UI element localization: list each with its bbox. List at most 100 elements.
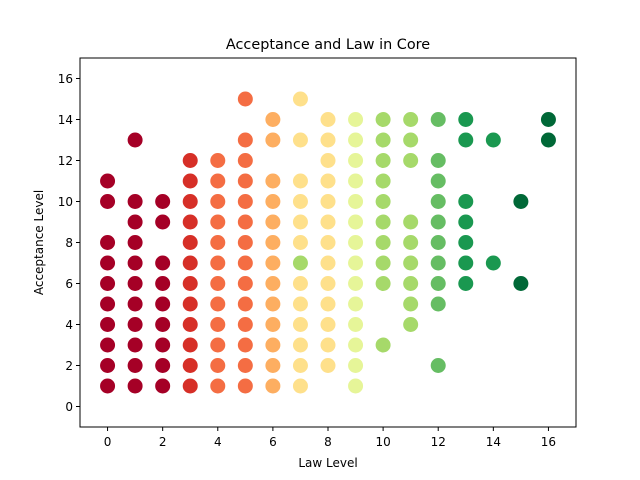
data-point — [430, 153, 446, 168]
data-point — [210, 173, 226, 189]
data-point — [100, 276, 116, 291]
data-point — [403, 112, 419, 127]
data-point — [403, 276, 419, 291]
data-point — [182, 378, 198, 394]
data-point — [100, 296, 116, 312]
y-tick-label: 0 — [65, 400, 73, 414]
data-point — [210, 153, 226, 168]
data-point — [155, 276, 171, 291]
data-point — [210, 276, 226, 291]
data-point — [320, 296, 336, 312]
data-point — [237, 255, 253, 271]
data-point — [292, 317, 308, 332]
data-point — [210, 317, 226, 332]
data-point — [375, 132, 391, 148]
x-axis-label: Law Level — [298, 456, 357, 470]
data-point — [430, 214, 446, 230]
data-point — [210, 337, 226, 353]
data-point — [458, 194, 474, 209]
data-point — [127, 337, 143, 353]
data-point — [265, 235, 281, 250]
data-point — [320, 112, 336, 127]
data-point — [265, 296, 281, 312]
data-point — [127, 235, 143, 250]
data-point — [155, 296, 171, 312]
data-point — [265, 337, 281, 353]
data-point — [348, 112, 364, 127]
data-point — [237, 153, 253, 168]
data-point — [348, 337, 364, 353]
y-tick-label: 8 — [65, 236, 73, 250]
data-point — [210, 214, 226, 230]
data-point — [348, 276, 364, 291]
data-point — [265, 214, 281, 230]
x-tick-label: 4 — [214, 435, 222, 449]
data-point — [403, 235, 419, 250]
data-point — [265, 255, 281, 271]
y-tick-label: 12 — [58, 154, 73, 168]
data-point — [265, 112, 281, 127]
data-point — [292, 276, 308, 291]
data-point — [182, 194, 198, 209]
data-point — [375, 337, 391, 353]
data-point — [155, 194, 171, 209]
data-point — [182, 276, 198, 291]
y-tick-label: 2 — [65, 359, 73, 373]
data-point — [155, 358, 171, 373]
data-point — [348, 296, 364, 312]
data-point — [182, 255, 198, 271]
y-axis: 0 2 4 6 8 10 12 14 16 — [58, 72, 80, 414]
data-point — [265, 378, 281, 394]
data-point — [403, 317, 419, 332]
y-tick-label: 6 — [65, 277, 73, 291]
data-point — [403, 132, 419, 148]
chart-title: Acceptance and Law in Core — [226, 37, 430, 53]
data-point — [237, 358, 253, 373]
data-point — [458, 112, 474, 127]
data-point — [375, 153, 391, 168]
data-point — [127, 358, 143, 373]
data-point — [348, 255, 364, 271]
data-point — [265, 317, 281, 332]
data-point — [430, 296, 446, 312]
data-point — [292, 194, 308, 209]
data-point — [292, 173, 308, 189]
data-point — [320, 194, 336, 209]
data-point — [100, 173, 116, 189]
data-point — [182, 235, 198, 250]
data-point — [127, 194, 143, 209]
data-point — [375, 235, 391, 250]
data-point — [320, 358, 336, 373]
data-point — [265, 276, 281, 291]
data-point — [265, 358, 281, 373]
data-point — [100, 358, 116, 373]
data-point — [210, 358, 226, 373]
x-axis: 0 2 4 6 8 10 12 14 16 — [104, 427, 556, 449]
data-point — [237, 214, 253, 230]
data-point — [458, 255, 474, 271]
data-point — [237, 132, 253, 148]
data-point — [127, 255, 143, 271]
data-point — [237, 378, 253, 394]
data-point — [182, 214, 198, 230]
data-point — [127, 214, 143, 230]
data-point — [292, 214, 308, 230]
data-point — [210, 378, 226, 394]
points-layer — [100, 91, 556, 394]
data-point — [513, 194, 529, 209]
data-point — [100, 337, 116, 353]
data-point — [485, 132, 501, 148]
data-point — [265, 173, 281, 189]
data-point — [348, 317, 364, 332]
data-point — [540, 112, 556, 127]
data-point — [127, 317, 143, 332]
data-point — [237, 317, 253, 332]
data-point — [155, 255, 171, 271]
data-point — [265, 132, 281, 148]
data-point — [320, 337, 336, 353]
data-point — [127, 132, 143, 148]
data-point — [100, 194, 116, 209]
data-point — [210, 296, 226, 312]
data-point — [100, 235, 116, 250]
